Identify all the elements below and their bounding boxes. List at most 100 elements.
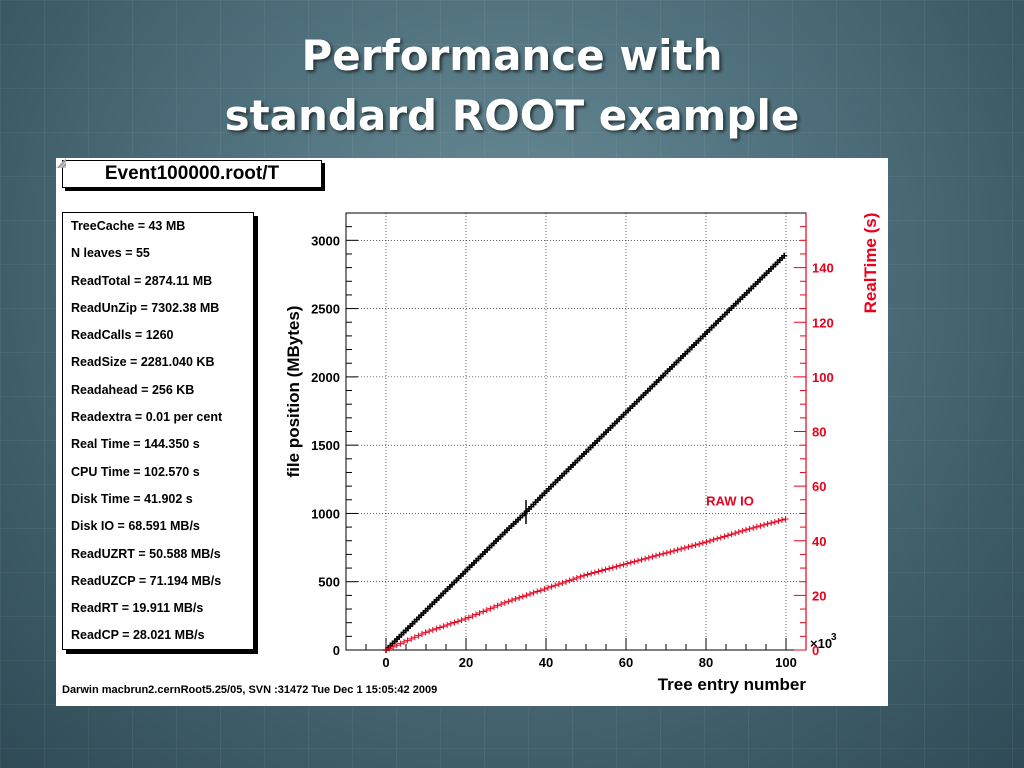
series-2-marker [775, 517, 782, 524]
series-2-marker [559, 579, 566, 586]
x-exponent-label: ×10 [810, 636, 832, 651]
series-2-marker [599, 567, 605, 574]
stats-row: Real Time = 144.350 s [71, 437, 200, 452]
y-tick-label: 3000 [311, 233, 340, 248]
y2-tick-label: 20 [812, 588, 826, 603]
x-tick-label: 40 [539, 655, 553, 670]
series-2-marker [566, 577, 573, 584]
series-2-marker [516, 594, 523, 601]
series-2-marker [653, 552, 659, 559]
y2-tick-label: 40 [812, 534, 826, 549]
series-2-marker [620, 561, 627, 568]
y-tick-label: 2000 [311, 370, 340, 385]
series-2-marker [440, 623, 447, 630]
series-2-marker [663, 549, 670, 556]
series-2-marker [555, 581, 562, 588]
series-2-marker [451, 619, 458, 626]
series-2-marker [635, 557, 641, 564]
y-tick-label: 500 [318, 575, 340, 590]
raw-io-annotation: RAW IO [706, 493, 754, 508]
y2-tick-label: 100 [812, 370, 834, 385]
series-2-marker [563, 578, 569, 585]
series-2-marker [530, 589, 537, 596]
slide-title: Performance with standard ROOT example [0, 26, 1024, 146]
stats-row: ReadUZRT = 50.588 MB/s [71, 546, 221, 561]
series-2-marker [627, 559, 634, 566]
x-tick-label: 100 [775, 655, 797, 670]
series-2-marker [609, 564, 616, 571]
root-canvas: 0 500 1000 1500 2000 2500 3000 0 20 40 60 80 100 0 20 4… [56, 158, 888, 706]
series-2-marker [390, 643, 397, 650]
series-2-marker [548, 583, 555, 590]
series-2-marker [613, 563, 620, 570]
y-tick-label: 1000 [311, 506, 340, 521]
series-2-marker [429, 626, 436, 633]
series-2-marker [419, 631, 425, 638]
stats-row: CPU Time = 102.570 s [71, 464, 200, 479]
series-2-marker [476, 610, 483, 617]
y-tick-label: 2500 [311, 302, 340, 317]
series-2-marker [552, 582, 559, 589]
series-2-marker [537, 587, 544, 594]
y-axis-title: file position (MBytes) [284, 306, 303, 478]
series-2-marker [750, 524, 757, 531]
series-2-marker [753, 523, 760, 530]
series-2-marker [393, 642, 400, 649]
series-2-marker [469, 612, 476, 619]
series-2-marker [509, 597, 515, 604]
series-2-marker [447, 620, 454, 627]
series-2-marker [577, 573, 584, 580]
y2-axis-title: RealTime (s) [861, 213, 880, 314]
series-1-marker [781, 252, 788, 259]
y-tick-label: 0 [333, 643, 340, 658]
series-2-marker [768, 519, 775, 526]
series-2-marker [699, 539, 706, 546]
stats-row: ReadTotal = 2874.11 MB [71, 273, 213, 288]
series-2-marker [501, 599, 508, 606]
series-2-marker [602, 566, 609, 573]
series-2-marker [494, 602, 501, 609]
series-2-marker [523, 592, 530, 599]
series-2-marker [761, 521, 767, 528]
series-2-marker [674, 546, 681, 553]
series-2-marker [437, 624, 443, 631]
x-tick-label: 80 [699, 655, 713, 670]
x-axis-title: Tree entry number [658, 675, 807, 694]
series-2-marker [465, 614, 472, 621]
series-2-marker [725, 532, 731, 539]
stats-row: ReadUZCP = 71.194 MB/s [71, 573, 222, 588]
stats-row: ReadCP = 28.021 MB/s [71, 628, 205, 643]
y2-tick-label: 60 [812, 479, 826, 494]
series-2-marker [692, 541, 699, 548]
series-2-marker [422, 629, 429, 636]
y2-tick-label: 140 [812, 261, 834, 276]
slide-title-line-2: standard ROOT example [224, 91, 800, 140]
series-2-marker [408, 635, 415, 642]
series-2-marker [771, 518, 778, 525]
series-2-marker [480, 608, 487, 615]
series-2-marker [735, 529, 742, 536]
series-2-marker [397, 640, 404, 647]
stats-row: ReadUnZip = 7302.38 MB [71, 300, 220, 315]
series-2-marker [707, 537, 713, 544]
series-2-marker [681, 544, 688, 551]
series-2-marker [483, 607, 490, 614]
stats-row: TreeCache = 43 MB [71, 219, 186, 233]
series-2-marker [462, 615, 469, 622]
series-2-marker [444, 622, 451, 629]
series-2-marker [519, 593, 526, 600]
series-2-marker [545, 584, 551, 591]
stats-row: Disk IO = 68.591 MB/s [71, 519, 200, 534]
series-2-marker [541, 586, 548, 593]
series-2-marker [617, 562, 623, 569]
stats-row: Readextra = 0.01 per cent [71, 410, 223, 425]
y2-tick-label: 80 [812, 425, 826, 440]
series-2-marker [401, 639, 407, 646]
series-2-marker [433, 625, 440, 632]
series-2-marker [660, 550, 667, 557]
series-2-marker [505, 598, 512, 605]
series-2-marker [757, 522, 764, 529]
stats-row: ReadSize = 2281.040 KB [71, 355, 215, 370]
x-tick-label: 0 [382, 655, 389, 670]
resize-handle-icon[interactable] [56, 158, 66, 168]
